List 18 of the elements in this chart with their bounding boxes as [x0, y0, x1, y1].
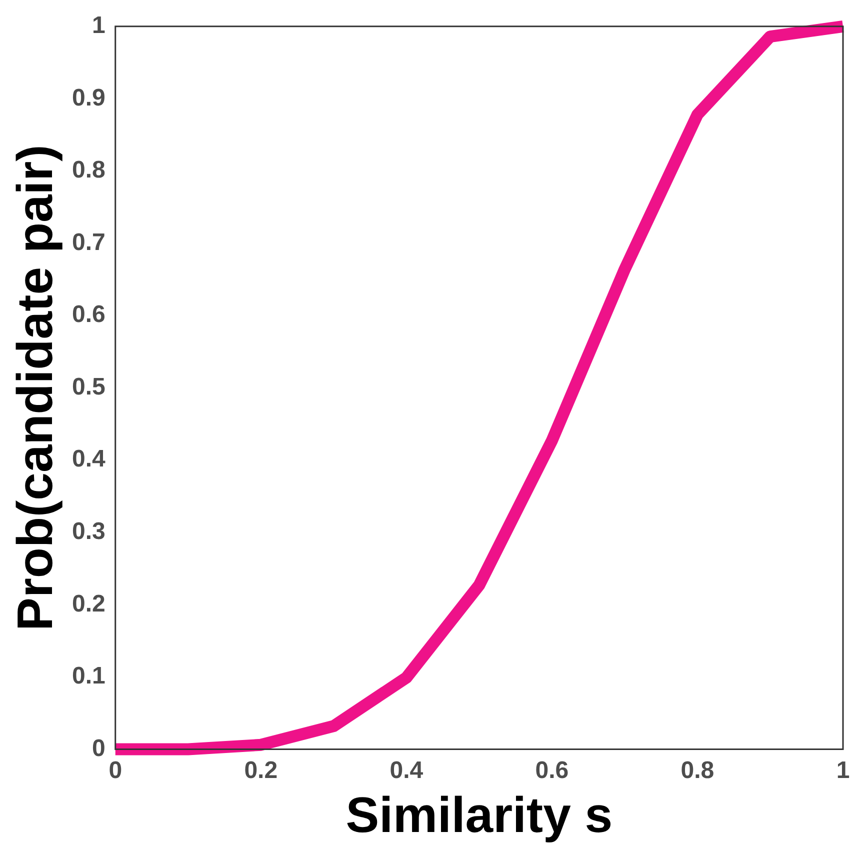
y-tick-label: 0.3	[72, 518, 106, 545]
x-tick-label: 0.2	[244, 757, 278, 784]
x-tick-label: 0.4	[390, 757, 424, 784]
y-axis-title: Prob(candidate pair)	[6, 144, 63, 631]
y-tick-label: 0.9	[72, 84, 106, 112]
y-tick-label: 0.4	[72, 446, 106, 473]
y-tick-label: 0.6	[72, 301, 106, 328]
x-tick-label: 0.6	[535, 757, 569, 784]
y-tick-label: 0.2	[72, 590, 106, 618]
y-tick-label: 0	[92, 734, 106, 762]
y-tick-label: 0.7	[72, 228, 106, 256]
y-tick-label: 0.1	[72, 662, 106, 690]
x-tick-label: 0.8	[680, 757, 714, 784]
x-tick-label: 1	[836, 757, 850, 784]
x-axis-title: Similarity s	[346, 786, 613, 843]
y-tick-label: 0.8	[72, 156, 106, 184]
y-tick-label: 1	[92, 12, 106, 40]
y-tick-label: 0.5	[72, 373, 106, 400]
